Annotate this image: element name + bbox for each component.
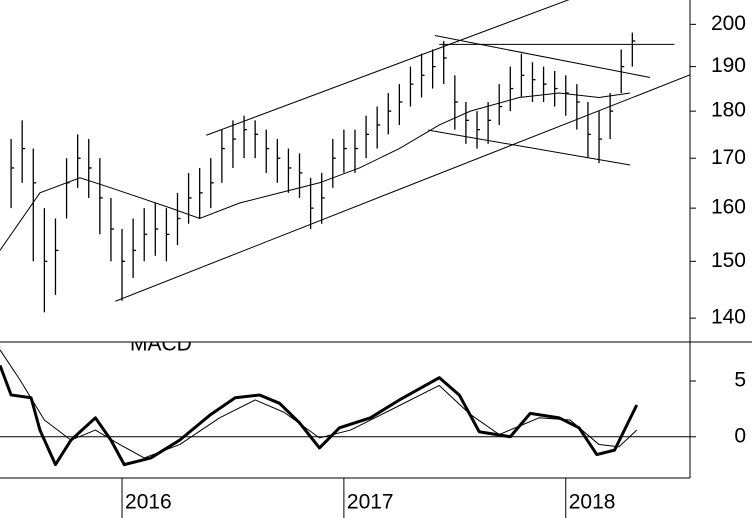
y-tick-label: 140 <box>711 306 746 329</box>
macd-title-clip: MACD <box>130 333 192 356</box>
macd-panel <box>0 349 690 467</box>
macd-line <box>0 349 638 459</box>
price-panel <box>0 0 690 313</box>
y-tick-label: 0 <box>734 424 746 447</box>
macd-line <box>0 364 639 467</box>
trend-line <box>428 129 631 166</box>
trend-line <box>434 35 651 78</box>
x-tick-label: 2017 <box>347 491 394 514</box>
x-tick-label: 2018 <box>569 491 616 514</box>
axes: 140 150 160 170 180 190 200 0 5 2016 2017 2018 <box>121 12 746 518</box>
trend-line <box>115 74 690 302</box>
y-tick-label: 180 <box>711 99 746 122</box>
y-tick-label: 150 <box>711 249 746 272</box>
trend-line <box>206 0 570 136</box>
moving-average <box>0 92 631 251</box>
y-tick-label: 200 <box>711 12 746 35</box>
y-tick-label: 5 <box>734 369 746 392</box>
y-tick-label: 160 <box>711 196 746 219</box>
x-tick-label: 2016 <box>125 491 172 514</box>
y-tick-label: 190 <box>711 54 746 77</box>
panel-title: MACD <box>130 333 192 356</box>
y-tick-label: 170 <box>711 146 746 169</box>
